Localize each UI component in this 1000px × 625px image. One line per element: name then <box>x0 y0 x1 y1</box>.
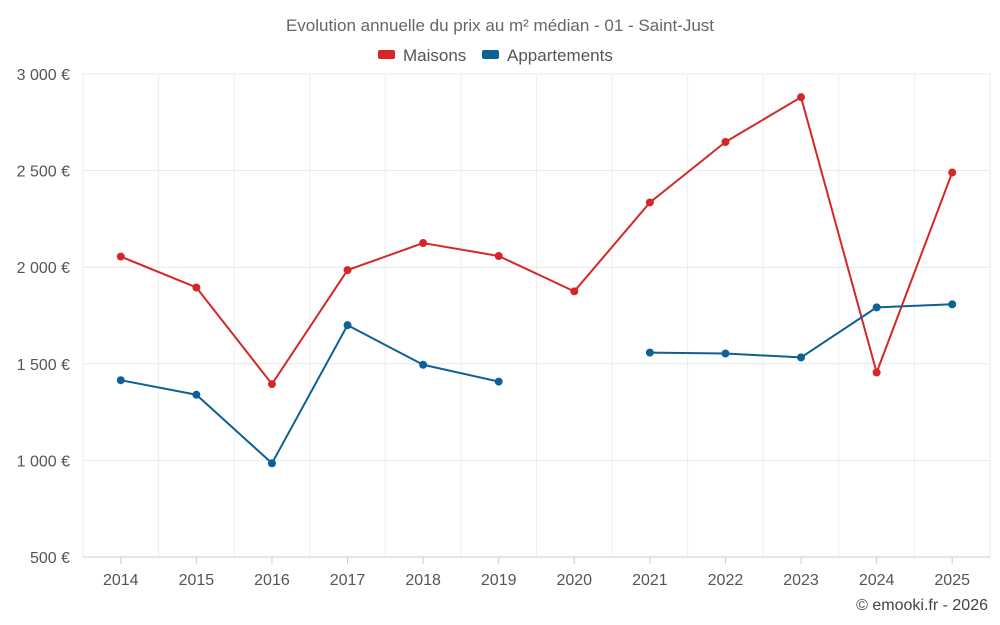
grid <box>82 73 991 557</box>
series-appartements <box>116 300 957 468</box>
legend-swatch-appartements <box>482 50 499 59</box>
data-point <box>948 168 957 177</box>
data-point <box>872 368 881 377</box>
data-point <box>419 239 428 248</box>
x-tick-label: 2017 <box>330 572 366 589</box>
data-point <box>267 459 276 468</box>
data-point <box>494 251 503 260</box>
x-tick-label: 2014 <box>103 572 139 589</box>
x-tick-label: 2021 <box>632 572 668 589</box>
x-tick-label: 2024 <box>859 572 895 589</box>
data-point <box>192 390 201 399</box>
series-layer <box>116 93 957 468</box>
x-tick-label: 2016 <box>254 572 290 589</box>
data-point <box>570 287 579 296</box>
series-line <box>120 324 499 465</box>
y-axis: 500 € 1 000 € 1 500 € 2 000 € 2 500 € 3 000 € <box>17 67 70 567</box>
copyright-credit: © emooki.fr - 2026 <box>856 597 988 614</box>
series-line <box>120 96 954 386</box>
x-tick-label: 2023 <box>783 572 819 589</box>
chart-title: Evolution annuelle du prix au m² médian … <box>286 16 714 35</box>
y-tick-label: 1 500 € <box>17 357 70 374</box>
y-tick-label: 2 500 € <box>17 164 70 181</box>
data-point <box>116 376 125 385</box>
data-point <box>419 360 428 369</box>
data-point <box>494 377 503 386</box>
y-tick-label: 500 € <box>30 550 70 567</box>
x-tick-label: 2022 <box>708 572 744 589</box>
data-point <box>645 348 654 357</box>
series-line <box>649 303 953 359</box>
legend: Maisons Appartements <box>378 46 613 65</box>
data-point <box>797 93 806 102</box>
y-tick-label: 2 000 € <box>17 260 70 277</box>
data-point <box>645 198 654 207</box>
data-point <box>192 283 201 292</box>
y-tick-label: 1 000 € <box>17 453 70 470</box>
x-tick-label: 2018 <box>405 572 441 589</box>
y-tick-label: 3 000 € <box>17 67 70 84</box>
x-tick-label: 2020 <box>556 572 592 589</box>
series-maisons <box>116 93 957 389</box>
data-point <box>116 252 125 261</box>
x-tick-label: 2025 <box>934 572 970 589</box>
legend-label-appartements: Appartements <box>507 46 613 65</box>
x-tick-label: 2015 <box>179 572 215 589</box>
data-point <box>267 380 276 389</box>
data-point <box>343 321 352 330</box>
data-point <box>872 303 881 312</box>
legend-label-maisons: Maisons <box>403 46 466 65</box>
data-point <box>721 138 730 147</box>
x-axis: 2014 2015 2016 2017 2018 2019 2020 2021 2022 2023… <box>83 556 990 589</box>
x-tick-label: 2019 <box>481 572 517 589</box>
data-point <box>343 266 352 275</box>
data-point <box>797 353 806 362</box>
data-point <box>721 349 730 358</box>
legend-swatch-maisons <box>378 50 395 59</box>
data-point <box>948 300 957 309</box>
